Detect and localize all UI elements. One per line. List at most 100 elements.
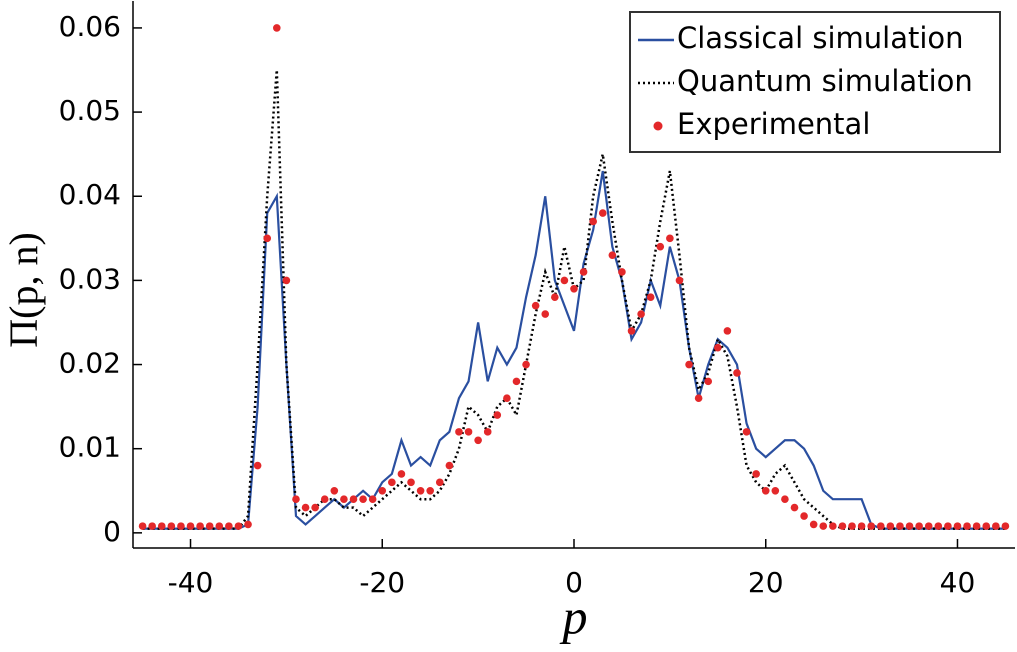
data-point <box>157 522 166 530</box>
data-point <box>407 478 415 487</box>
data-point <box>483 428 492 436</box>
legend-label: Quantum simulation <box>677 64 973 98</box>
data-point <box>704 377 713 386</box>
data-point <box>752 470 760 478</box>
data-point <box>522 360 530 369</box>
data-point <box>809 520 818 529</box>
data-point <box>186 522 195 530</box>
legend: Classical simulation Quantum simulation Ex… <box>629 11 1001 153</box>
data-point <box>857 522 866 530</box>
data-point <box>177 522 185 530</box>
data-point <box>761 486 770 495</box>
data-point <box>531 301 540 310</box>
data-point <box>723 327 732 335</box>
data-point <box>838 522 847 530</box>
data-point <box>253 461 262 470</box>
data-point <box>829 522 837 530</box>
series-line <box>142 170 1006 530</box>
data-point <box>924 522 933 530</box>
data-point <box>551 293 559 302</box>
data-point <box>359 495 367 503</box>
data-point <box>972 522 981 530</box>
data-point <box>1001 522 1010 530</box>
y-tick-label: 0.06 <box>59 10 121 43</box>
data-point <box>560 276 569 285</box>
x-tick-label: -20 <box>359 566 405 599</box>
data-point <box>541 310 550 318</box>
data-point <box>848 522 856 530</box>
data-point <box>273 24 281 32</box>
data-point <box>570 285 578 293</box>
data-point <box>138 522 147 530</box>
data-point <box>311 503 319 512</box>
data-point <box>944 522 952 530</box>
data-point <box>579 268 588 276</box>
data-point <box>905 522 914 530</box>
data-point <box>464 428 473 436</box>
data-point <box>435 478 444 487</box>
data-point <box>196 522 204 530</box>
data-point <box>397 470 406 478</box>
data-point <box>896 522 904 530</box>
data-point <box>694 394 703 403</box>
y-tick-label: 0 <box>103 515 121 548</box>
x-tick-label: 20 <box>748 566 784 599</box>
y-tick-label: 0.01 <box>59 431 121 464</box>
data-point <box>416 486 425 495</box>
data-point <box>292 495 300 503</box>
legend-label: Experimental <box>677 107 870 141</box>
data-point <box>301 503 310 512</box>
data-point <box>474 436 482 445</box>
data-point <box>349 495 358 503</box>
data-point <box>493 411 502 419</box>
data-point <box>714 343 722 352</box>
data-point <box>771 486 780 495</box>
data-point <box>733 369 741 377</box>
y-axis-label: Π(p, n) <box>1 232 46 348</box>
data-point <box>637 310 645 318</box>
data-point <box>388 478 396 487</box>
data-point <box>368 495 377 503</box>
data-point <box>340 495 348 503</box>
data-point <box>618 268 626 276</box>
legend-label: Classical simulation <box>677 21 964 55</box>
legend-marker <box>653 121 663 131</box>
data-point <box>790 503 799 512</box>
data-point <box>378 486 387 495</box>
data-point <box>934 522 943 530</box>
y-tick-label: 0.03 <box>59 262 121 295</box>
data-point <box>992 522 1000 530</box>
data-point <box>225 522 233 530</box>
data-point <box>512 377 521 386</box>
data-point <box>455 428 463 436</box>
data-point <box>982 522 991 530</box>
data-point <box>886 522 895 530</box>
data-point <box>320 495 329 503</box>
data-point <box>666 234 674 243</box>
data-point <box>426 486 434 495</box>
y-tick-label: 0.02 <box>59 347 121 380</box>
data-point <box>685 360 693 369</box>
data-point <box>800 512 808 520</box>
data-point <box>963 522 971 530</box>
data-point <box>282 276 291 285</box>
data-point <box>608 251 617 259</box>
legend-box <box>629 11 1001 153</box>
data-point <box>876 522 885 530</box>
x-tick-label: 40 <box>940 566 976 599</box>
data-point <box>598 209 607 217</box>
data-point <box>244 520 252 529</box>
data-point <box>819 522 828 530</box>
data-point <box>234 522 243 530</box>
x-tick-label: -40 <box>168 566 214 599</box>
data-point <box>205 522 214 530</box>
data-point <box>742 428 751 436</box>
data-point <box>589 217 597 226</box>
data-point <box>675 276 684 285</box>
data-point <box>867 522 875 530</box>
data-point <box>646 293 655 302</box>
data-point <box>263 234 272 243</box>
data-point <box>953 522 962 530</box>
data-point <box>503 394 511 403</box>
